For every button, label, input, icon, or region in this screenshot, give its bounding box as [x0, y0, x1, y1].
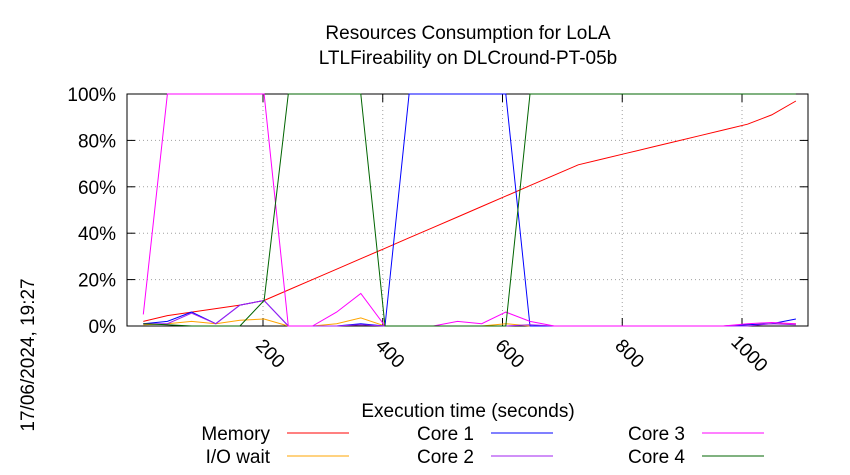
y-tick-label: 100%: [67, 85, 116, 106]
series-lines: [142, 93, 797, 327]
legend-label-core-1: Core 1: [417, 424, 474, 445]
legend-label-core-3: Core 3: [628, 424, 685, 445]
legend-label-memory: Memory: [201, 424, 270, 445]
legend-label-core-2: Core 2: [417, 447, 474, 468]
x-axis-label: Execution time (seconds): [361, 401, 574, 422]
series-line-core-3: [142, 93, 796, 327]
y-tick-label: 80%: [78, 131, 116, 152]
y-tick-label: 40%: [78, 224, 116, 245]
legend-label-i-o-wait: I/O wait: [206, 447, 271, 468]
series-line-core-1: [143, 93, 796, 327]
y-tick-label: 0%: [89, 317, 117, 338]
chart-title: Resources Consumption for LoLA: [325, 23, 610, 44]
x-tick-label: 1000: [727, 332, 772, 377]
plot-frame: [126, 93, 809, 327]
side-timestamp-label: 17/06/2024, 19:27: [18, 278, 39, 431]
legend-label-core-4: Core 4: [628, 447, 685, 468]
y-tick-label: 20%: [78, 271, 116, 292]
x-tick-label: 800: [611, 335, 648, 372]
x-axis-ticks: 200 400 600 800 1000: [251, 94, 771, 376]
grid: [127, 94, 808, 326]
x-tick-label: 600: [491, 335, 528, 372]
y-axis-ticks: 0% 20% 40% 60% 80% 100%: [67, 85, 808, 338]
x-tick-label: 400: [371, 335, 408, 372]
x-tick-label: 200: [251, 335, 288, 372]
series-line-memory: [143, 100, 797, 322]
series-line-core-4: [143, 93, 796, 327]
chart-subtitle: LTLFireability on DLCround-PT-05b: [319, 48, 618, 69]
y-tick-label: 60%: [78, 178, 116, 199]
